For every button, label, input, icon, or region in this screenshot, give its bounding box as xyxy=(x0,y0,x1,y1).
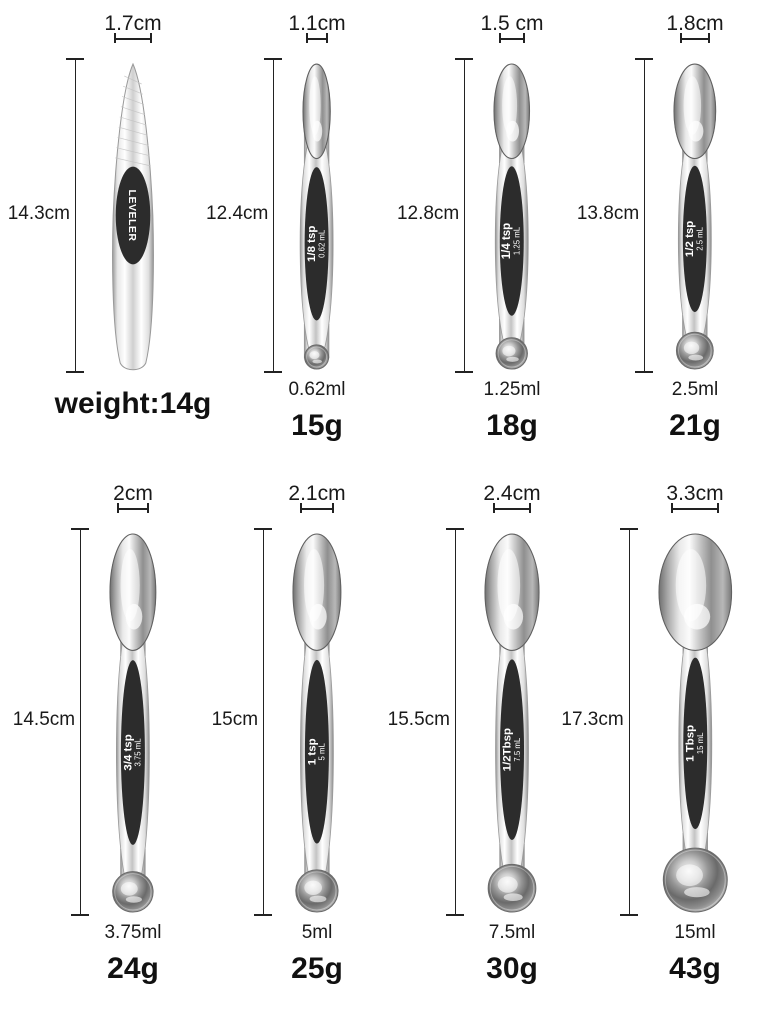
svg-text:15 mL: 15 mL xyxy=(696,732,705,754)
svg-text:LEVELER: LEVELER xyxy=(126,190,138,242)
svg-text:3.75 mL: 3.75 mL xyxy=(134,738,143,767)
svg-text:1/2Tbsp: 1/2Tbsp xyxy=(501,728,513,771)
svg-text:1.25 mL: 1.25 mL xyxy=(513,226,522,255)
svg-text:7.5 mL: 7.5 mL xyxy=(513,737,522,761)
svg-text:5 mL: 5 mL xyxy=(318,742,327,760)
svg-text:0.62 mL: 0.62 mL xyxy=(318,229,327,258)
svg-text:1/8 tsp: 1/8 tsp xyxy=(306,226,318,262)
svg-text:1/4 tsp: 1/4 tsp xyxy=(501,223,513,259)
svg-text:2.5 mL: 2.5 mL xyxy=(696,226,705,250)
svg-text:3/4 tsp: 3/4 tsp xyxy=(122,734,134,770)
svg-text:1/2 tsp: 1/2 tsp xyxy=(684,221,696,257)
svg-text:1 Tbsp: 1 Tbsp xyxy=(684,725,696,762)
svg-text:1 tsp: 1 tsp xyxy=(306,738,318,765)
